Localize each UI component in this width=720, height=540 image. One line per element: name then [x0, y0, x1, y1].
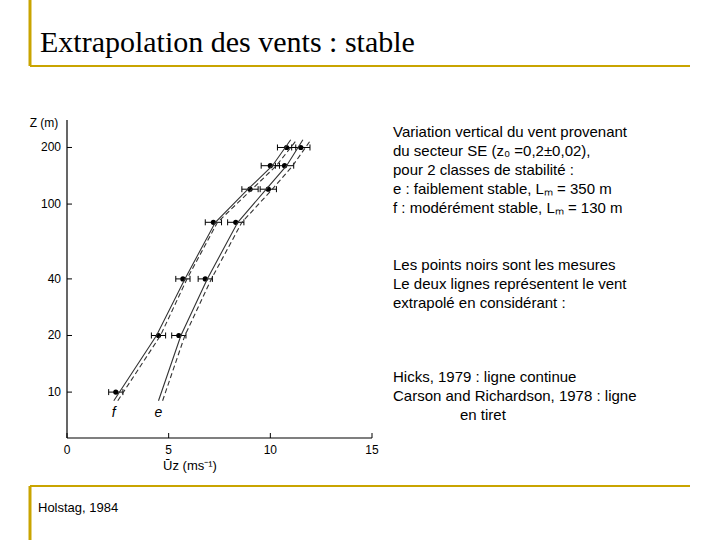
error-cap	[243, 219, 244, 225]
source: Holstag, 1984	[38, 500, 118, 515]
x-tick	[168, 433, 169, 438]
decor	[29, 0, 32, 66]
x-tick-label: 15	[365, 443, 379, 457]
decor	[30, 485, 690, 487]
y-tick	[67, 204, 72, 205]
error-cap	[198, 276, 199, 282]
slide: Extrapolation des vents : stable Variatio…	[0, 0, 720, 540]
y-tick-label: 100	[41, 197, 61, 211]
series-label: e	[155, 404, 163, 420]
error-cap	[205, 219, 206, 225]
x-tick	[67, 433, 68, 438]
error-cap	[258, 186, 259, 192]
error-cap	[275, 163, 276, 169]
method: Carson and Richardson, 1978 : ligne	[393, 387, 637, 404]
x-tick-label: 5	[165, 443, 172, 457]
error-cap	[190, 276, 191, 282]
note: extrapolé en considérant :	[393, 294, 566, 311]
profile-line	[114, 140, 291, 401]
error-cap	[171, 332, 172, 338]
y-tick	[67, 147, 72, 148]
caption: f : modérément stable, Lₘ = 130 m	[393, 199, 623, 216]
decor	[30, 65, 690, 67]
error-cap	[227, 219, 228, 225]
y-tick	[67, 278, 72, 279]
caption: pour 2 classes de stabilité :	[393, 161, 574, 178]
error-cap	[108, 389, 109, 395]
y-tick-label: 200	[41, 140, 61, 154]
profile-line	[159, 140, 303, 401]
y-tick	[67, 335, 72, 336]
series-label: f	[112, 404, 118, 420]
decor	[29, 486, 32, 540]
caption: Variation vertical du vent provenant	[393, 123, 628, 140]
x-tick-label: 10	[264, 443, 278, 457]
method: en tiret	[460, 406, 507, 423]
y-tick-label: 20	[48, 328, 62, 342]
error-cap	[276, 186, 277, 192]
plot-area	[109, 140, 311, 401]
error-cap	[309, 144, 310, 150]
error-cap	[260, 186, 261, 192]
caption: du secteur SE (z₀ =0,2±0,02),	[393, 142, 590, 159]
y-tick-label: 10	[48, 385, 62, 399]
error-cap	[165, 332, 166, 338]
x-tick-label: 0	[64, 443, 71, 457]
x-tick	[372, 433, 373, 438]
method: Hicks, 1979 : ligne continue	[393, 368, 576, 385]
error-cap	[212, 276, 213, 282]
error-cap	[185, 332, 186, 338]
y-tick-label: 40	[48, 272, 62, 286]
title: Extrapolation des vents : stable	[40, 25, 415, 58]
note: Le deux lignes représentent le vent	[393, 275, 627, 292]
note: Les points noirs sont les mesures	[393, 256, 616, 273]
profile-line	[163, 140, 311, 401]
profile-line	[118, 140, 297, 401]
error-cap	[221, 219, 222, 225]
error-cap	[151, 332, 152, 338]
error-cap	[175, 276, 176, 282]
caption: e : faiblement stable, Lₘ = 350 m	[393, 180, 612, 197]
x-axis-label: Ūz (ms⁻¹)	[163, 458, 217, 473]
error-cap	[277, 144, 278, 150]
x-axis	[67, 437, 372, 438]
y-axis-label: Z (m)	[30, 116, 59, 130]
x-tick	[270, 433, 271, 438]
error-cap	[241, 186, 242, 192]
y-tick	[67, 392, 72, 393]
error-cap	[261, 163, 262, 169]
